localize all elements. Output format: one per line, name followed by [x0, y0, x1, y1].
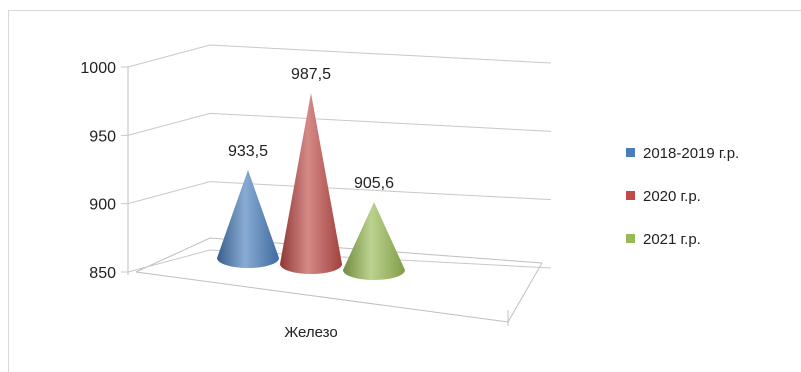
data-label: 987,5 [291, 66, 331, 83]
cone-1 [217, 169, 279, 268]
category-labels: Железо [284, 324, 337, 341]
data-labels: 933,5 987,5 905,6 [228, 66, 394, 192]
floor-front-edge [135, 271, 509, 323]
y-tick-label: 850 [89, 265, 116, 282]
legend: 2018-2019 г.р. 2020 г.р. 2021 г.р. [626, 145, 739, 248]
data-label: 933,5 [228, 143, 268, 160]
y-tick-label: 950 [89, 128, 116, 145]
cones [217, 93, 405, 280]
legend-swatch [626, 191, 635, 200]
y-tick-label: 1000 [80, 60, 116, 77]
legend-swatch [626, 234, 635, 243]
legend-label: 2018-2019 г.р. [643, 145, 739, 162]
y-axis-ticks: 850 900 950 1000 [80, 60, 116, 282]
legend-label: 2021 г.р. [643, 231, 701, 248]
gridline [121, 44, 552, 68]
cone-2 [280, 93, 342, 274]
cone-3 [343, 202, 405, 280]
category-label: Железо [284, 324, 337, 341]
y-tick-label: 900 [89, 197, 116, 214]
data-label: 905,6 [354, 175, 394, 192]
gridline [121, 112, 552, 136]
chart-frame [8, 10, 801, 372]
gridline [121, 181, 552, 205]
chart-walls [127, 67, 543, 326]
legend-swatch [626, 148, 635, 157]
legend-label: 2020 г.р. [643, 188, 701, 205]
